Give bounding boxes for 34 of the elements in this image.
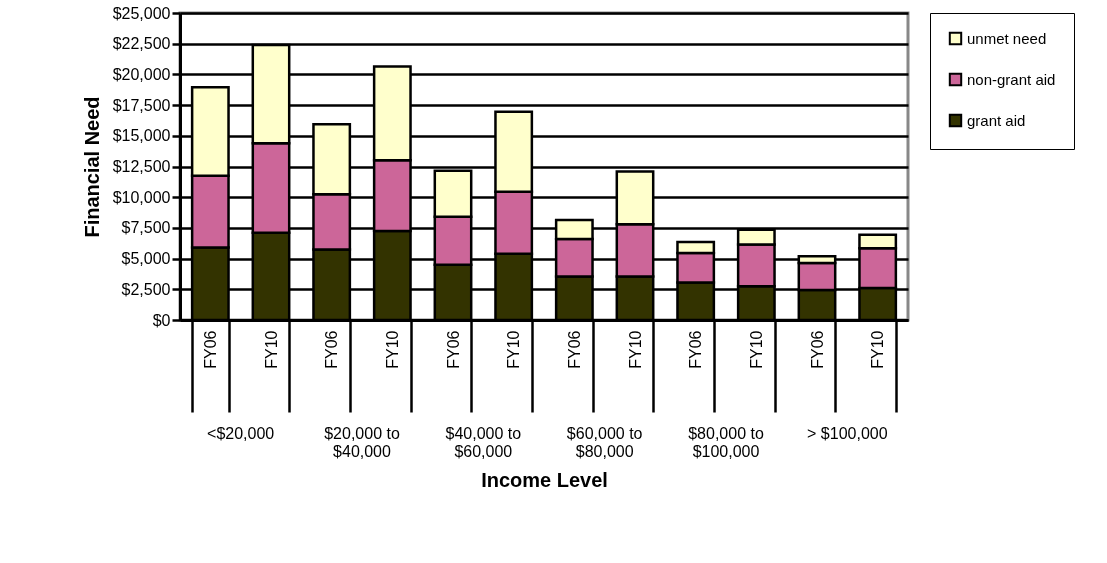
x-axis-title: Income Level bbox=[481, 468, 608, 491]
y-tick-label: $5,000 bbox=[121, 250, 171, 268]
y-tick-label: $25,000 bbox=[112, 4, 171, 22]
text: $20,000 to $40,000 bbox=[324, 425, 400, 460]
text: <$20,000 bbox=[207, 425, 275, 442]
y-tick-label: $7,500 bbox=[121, 219, 171, 237]
x-tick-label: FY10 bbox=[869, 330, 887, 369]
x-tick-label: FY10 bbox=[626, 330, 644, 369]
y-tick-label: $20,000 bbox=[112, 65, 171, 83]
x-tick-label: FY06 bbox=[323, 330, 341, 369]
x-tick-label: FY10 bbox=[505, 330, 523, 369]
y-tick-label: $0 bbox=[152, 311, 171, 329]
y-axis-title: Financial Need bbox=[80, 96, 103, 238]
x-tick-label: FY06 bbox=[565, 330, 583, 369]
text: $80,000 to $100,000 bbox=[688, 425, 764, 460]
x-tick-label: FY06 bbox=[444, 330, 462, 369]
y-tick-label: $10,000 bbox=[112, 188, 171, 206]
x-tick-label: FY10 bbox=[262, 330, 280, 369]
legend-label: grant aid bbox=[967, 111, 1026, 129]
x-tick-label: FY06 bbox=[808, 330, 826, 369]
text: $40,000 to $60,000 bbox=[445, 425, 522, 460]
text: $60,000 to $80,000 bbox=[566, 425, 643, 460]
x-tick-label: FY06 bbox=[201, 330, 219, 369]
legend-label: unmet need bbox=[967, 29, 1047, 47]
x-tick-label: FY06 bbox=[687, 330, 705, 369]
legend-label: non-grant aid bbox=[967, 70, 1056, 88]
y-tick-label: $12,500 bbox=[112, 158, 171, 175]
y-tick-label: $22,500 bbox=[112, 35, 171, 53]
x-tick-label: FY10 bbox=[747, 330, 765, 369]
x-tick-label: FY10 bbox=[383, 330, 401, 369]
y-tick-label: $17,500 bbox=[112, 96, 171, 114]
text: > $100,000 bbox=[807, 425, 888, 442]
y-tick-label: $2,500 bbox=[121, 280, 171, 298]
y-tick-label: $15,000 bbox=[112, 127, 171, 145]
